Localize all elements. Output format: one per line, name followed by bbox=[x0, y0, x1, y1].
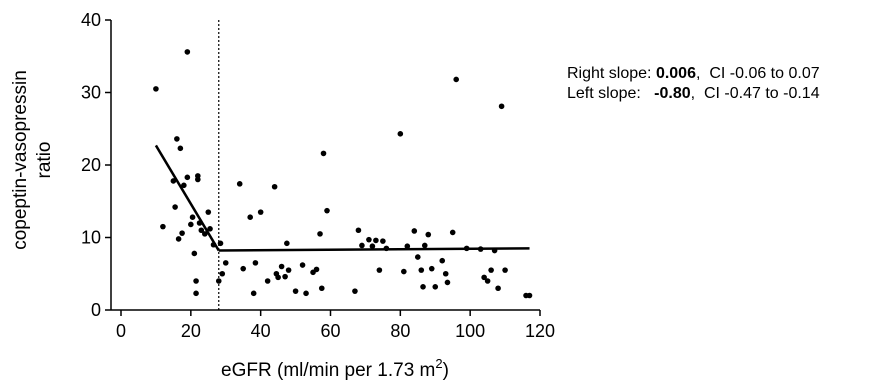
data-point bbox=[380, 238, 386, 244]
data-point bbox=[481, 274, 487, 281]
data-point bbox=[526, 292, 533, 299]
data-point bbox=[184, 174, 191, 181]
x-axis-title: eGFR (ml/min per 1.73 m2) bbox=[221, 356, 449, 381]
data-point bbox=[181, 182, 187, 189]
data-point bbox=[236, 181, 243, 187]
data-point bbox=[170, 178, 177, 184]
data-point bbox=[193, 278, 199, 284]
data-point bbox=[318, 285, 325, 292]
data-point bbox=[320, 150, 327, 157]
data-point bbox=[502, 267, 508, 273]
data-point bbox=[222, 260, 229, 266]
data-point bbox=[207, 226, 213, 232]
data-point bbox=[366, 236, 372, 243]
data-point bbox=[202, 231, 208, 237]
y-tick-label: 20 bbox=[81, 155, 101, 175]
data-point bbox=[278, 263, 285, 270]
data-point bbox=[198, 227, 205, 234]
data-point bbox=[453, 76, 460, 83]
x-tick-label: 80 bbox=[390, 321, 410, 341]
data-point bbox=[195, 176, 201, 183]
data-point bbox=[303, 290, 309, 297]
data-point bbox=[414, 254, 421, 260]
data-point bbox=[432, 284, 439, 290]
data-point bbox=[284, 240, 290, 247]
y-tick-label: 40 bbox=[81, 10, 101, 30]
annotation-right-slope: Right slope: 0.006, CI -0.06 to 0.07 bbox=[567, 65, 820, 82]
data-point bbox=[271, 183, 278, 190]
data-point bbox=[444, 279, 451, 286]
data-point bbox=[420, 284, 426, 290]
annotation-left-slope: Left slope: -0.80, CI -0.47 to -0.14 bbox=[567, 85, 820, 102]
data-point bbox=[404, 243, 411, 249]
x-tick-label: 0 bbox=[116, 321, 126, 341]
data-point bbox=[247, 214, 253, 220]
data-point bbox=[369, 243, 376, 249]
x-tick-label: 20 bbox=[181, 321, 201, 341]
data-point bbox=[275, 274, 281, 281]
data-point bbox=[177, 145, 184, 152]
y-tick-label: 30 bbox=[81, 83, 101, 103]
data-point bbox=[264, 278, 271, 284]
data-point bbox=[252, 260, 259, 266]
data-point bbox=[355, 227, 362, 234]
data-point bbox=[439, 257, 446, 264]
data-point bbox=[184, 49, 191, 55]
fit-line-right bbox=[218, 247, 530, 252]
data-point bbox=[313, 266, 320, 273]
y-axis-title-line1: copeptin-vasopressin bbox=[10, 70, 31, 250]
data-point bbox=[299, 262, 306, 268]
data-point bbox=[376, 267, 383, 273]
data-point bbox=[172, 204, 178, 210]
x-tick-label: 60 bbox=[320, 321, 340, 341]
data-point bbox=[418, 267, 425, 273]
data-point bbox=[352, 288, 358, 294]
x-tick-label: 100 bbox=[455, 321, 485, 341]
data-point bbox=[292, 288, 299, 294]
data-point bbox=[484, 278, 491, 284]
data-point bbox=[428, 265, 435, 272]
data-point bbox=[498, 103, 505, 110]
data-point bbox=[153, 86, 159, 92]
data-point bbox=[397, 131, 404, 137]
data-point bbox=[257, 209, 264, 215]
data-point bbox=[282, 273, 288, 280]
y-axis-ticks: 0 10 20 30 40 bbox=[81, 10, 111, 320]
data-point bbox=[488, 267, 494, 273]
data-point bbox=[205, 209, 212, 215]
data-point bbox=[359, 242, 365, 249]
data-point bbox=[425, 231, 432, 238]
data-point bbox=[495, 285, 501, 292]
data-point bbox=[193, 290, 199, 297]
data-point bbox=[189, 214, 196, 220]
data-point bbox=[401, 268, 407, 275]
data-point bbox=[411, 228, 418, 234]
y-tick-label: 10 bbox=[81, 228, 101, 248]
data-point bbox=[324, 207, 330, 214]
data-point bbox=[442, 270, 449, 277]
x-tick-label: 40 bbox=[251, 321, 271, 341]
data-point bbox=[179, 230, 185, 236]
data-points bbox=[153, 49, 533, 299]
data-point bbox=[373, 237, 379, 244]
data-point bbox=[160, 223, 166, 230]
data-point bbox=[188, 221, 194, 228]
data-point bbox=[219, 270, 226, 277]
x-axis-ticks: 0 20 40 60 80 100 120 bbox=[116, 310, 555, 341]
segmented-fit bbox=[154, 144, 530, 252]
y-tick-label: 0 bbox=[91, 300, 101, 320]
data-point bbox=[317, 231, 323, 237]
data-point bbox=[174, 136, 180, 142]
data-point bbox=[191, 250, 198, 257]
data-point bbox=[250, 290, 257, 297]
x-tick-label: 120 bbox=[525, 321, 555, 341]
y-axis-title-line2: ratio bbox=[34, 142, 55, 179]
data-point bbox=[285, 267, 292, 273]
data-point bbox=[449, 229, 456, 236]
data-point bbox=[240, 265, 247, 272]
fit-line-left bbox=[154, 144, 220, 252]
data-point bbox=[175, 236, 182, 242]
data-point bbox=[421, 242, 428, 249]
